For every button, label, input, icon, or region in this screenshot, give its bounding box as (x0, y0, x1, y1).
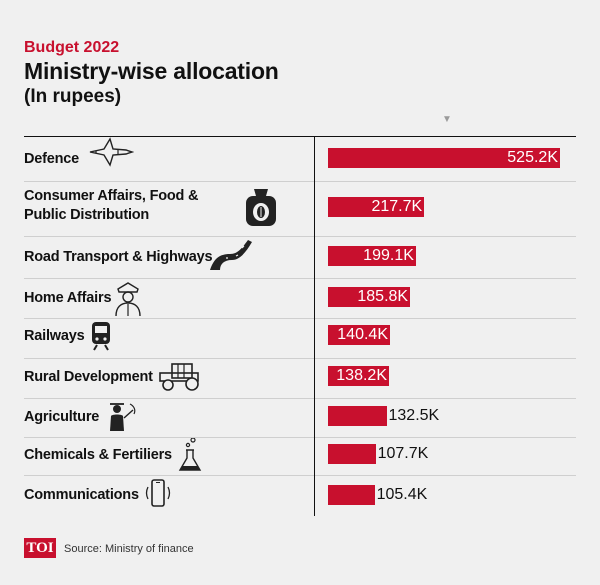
sort-marker: ▼ (442, 114, 452, 125)
top-rule (24, 136, 576, 137)
bar (328, 148, 560, 168)
grain-sack-icon (244, 186, 278, 233)
data-label: 199.1K (363, 247, 414, 264)
data-label: 132.5K (388, 407, 440, 424)
category-label: Railways (24, 328, 85, 344)
row-separator (24, 181, 576, 182)
data-label: 525.2K (507, 149, 558, 166)
category-label: Consumer Affairs, Food & Public Distribu… (24, 188, 199, 223)
mobile-phone-icon (144, 478, 172, 513)
row-separator (24, 398, 576, 399)
train-icon (89, 320, 113, 357)
data-label: 217.7K (371, 198, 423, 215)
farmer-icon (106, 398, 138, 437)
bar (328, 325, 390, 345)
chart-title: Ministry-wise allocation (24, 58, 279, 84)
bar (328, 485, 375, 505)
category-label: Rural Development (24, 369, 153, 385)
category-label: Communications (24, 487, 139, 503)
data-label: 107.7K (377, 445, 429, 462)
category-label: Chemicals & Fertiliers (24, 447, 172, 463)
row-separator (24, 236, 576, 237)
chart-subtitle: (In rupees) (24, 86, 122, 107)
data-label: 105.4K (376, 486, 428, 503)
category-label: Home Affairs (24, 290, 112, 306)
police-officer-icon (112, 281, 144, 322)
tractor-icon (156, 361, 202, 396)
source-note: Source: Ministry of finance (64, 543, 194, 555)
bar (328, 406, 387, 426)
kicker: Budget 2022 (24, 39, 120, 56)
row-separator (24, 318, 576, 319)
road-icon (208, 238, 252, 277)
bar (328, 246, 416, 266)
fighter-jet-icon (88, 137, 135, 172)
row-separator (24, 278, 576, 279)
row-separator (24, 475, 576, 476)
category-label: Road Transport & Highways (24, 249, 213, 265)
flask-icon (176, 437, 204, 478)
data-label: 140.4K (337, 326, 388, 343)
bar (328, 444, 376, 464)
bar (328, 197, 425, 217)
bar (328, 287, 411, 307)
toi-logo: TOI (24, 538, 56, 558)
data-label: 138.2K (336, 367, 387, 384)
category-label: Agriculture (24, 409, 100, 425)
bar (328, 366, 389, 386)
axis-divider (314, 137, 315, 516)
category-label: Defence (24, 151, 80, 167)
row-separator (24, 358, 576, 359)
data-label: 185.8K (357, 288, 409, 305)
row-separator (24, 437, 576, 438)
